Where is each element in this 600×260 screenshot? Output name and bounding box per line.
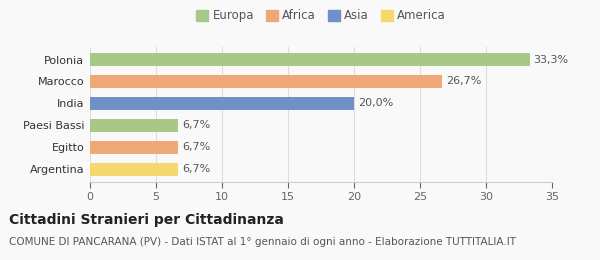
Text: Cittadini Stranieri per Cittadinanza: Cittadini Stranieri per Cittadinanza bbox=[9, 213, 284, 227]
Bar bbox=[90, 53, 530, 66]
Text: 6,7%: 6,7% bbox=[182, 164, 211, 174]
Legend: Europa, Africa, Asia, America: Europa, Africa, Asia, America bbox=[196, 9, 446, 22]
Text: 20,0%: 20,0% bbox=[358, 99, 393, 108]
Bar bbox=[90, 97, 354, 110]
Bar bbox=[90, 163, 178, 176]
Text: COMUNE DI PANCARANA (PV) - Dati ISTAT al 1° gennaio di ogni anno - Elaborazione : COMUNE DI PANCARANA (PV) - Dati ISTAT al… bbox=[9, 237, 516, 246]
Text: 26,7%: 26,7% bbox=[446, 76, 482, 87]
Bar bbox=[90, 141, 178, 154]
Bar bbox=[90, 119, 178, 132]
Text: 6,7%: 6,7% bbox=[182, 142, 211, 152]
Text: 33,3%: 33,3% bbox=[533, 55, 569, 64]
Bar bbox=[90, 75, 442, 88]
Text: 6,7%: 6,7% bbox=[182, 120, 211, 130]
